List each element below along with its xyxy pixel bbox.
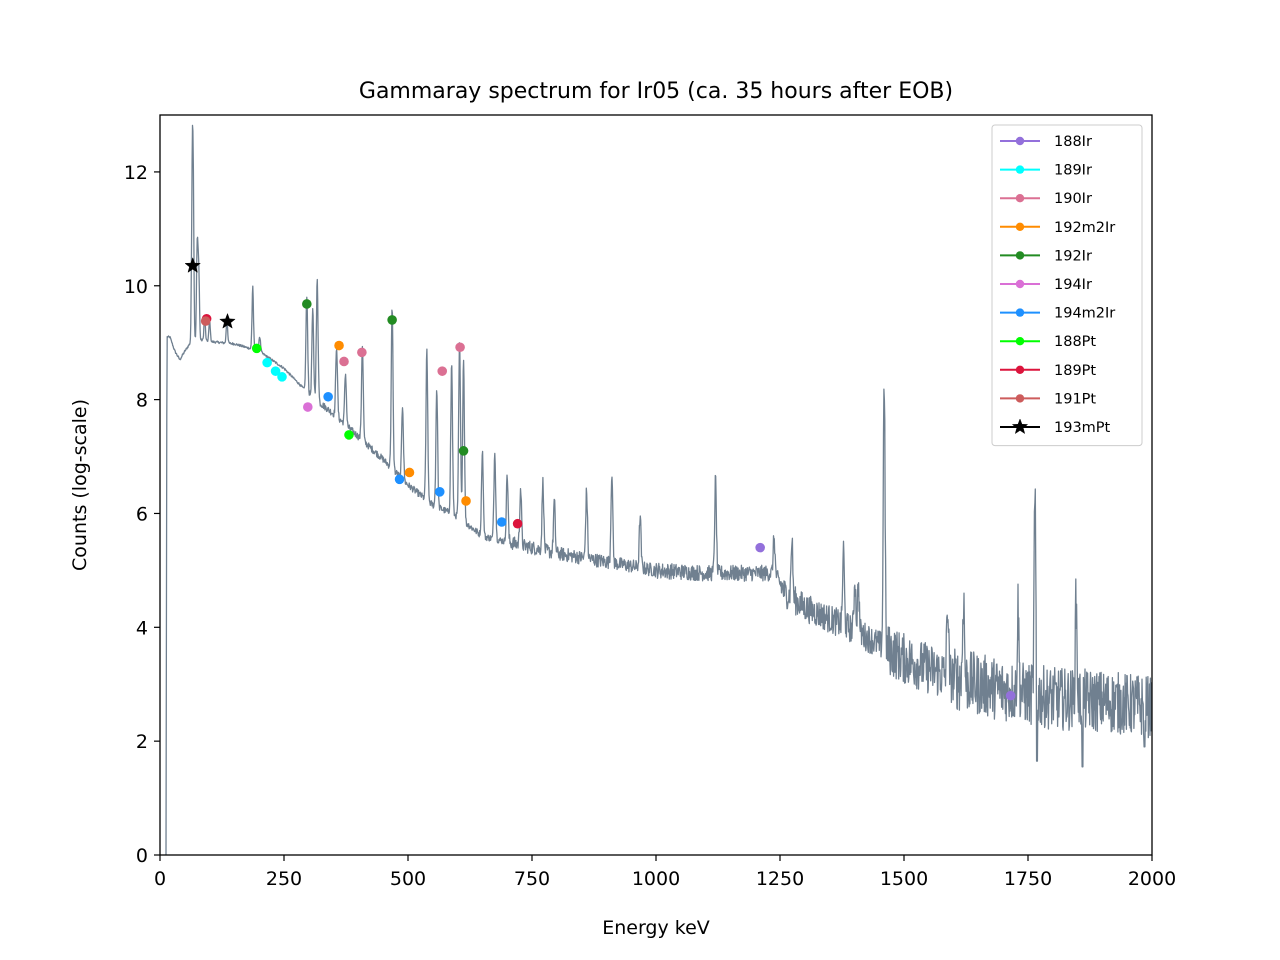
series-191Pt [200, 316, 211, 326]
data-point-192m2Ir [461, 496, 471, 506]
legend-label: 192Ir [1054, 248, 1092, 264]
legend-marker [1015, 365, 1025, 374]
y-tick-label: 12 [124, 162, 148, 184]
legend-box [991, 124, 1143, 447]
series-189Ir [262, 357, 287, 382]
data-point-190Ir [357, 347, 367, 358]
legend-label: 188Pt [1054, 334, 1096, 350]
data-point-194m2Ir [323, 391, 333, 402]
series-192Ir [302, 299, 469, 456]
data-point-193mPt [219, 312, 236, 329]
y-tick-label: 4 [136, 617, 148, 639]
legend-marker [1015, 251, 1025, 260]
series-193mPt [184, 257, 236, 329]
data-point-189Ir [277, 372, 287, 382]
data-point-192m2Ir [334, 340, 344, 351]
x-tick-label: 1000 [632, 868, 680, 890]
data-point-194m2Ir [434, 487, 445, 497]
legend-item-190Ir: 190Ir [1000, 191, 1092, 207]
series-194Ir [303, 402, 313, 412]
series-194m2Ir [323, 391, 507, 527]
spectrum-line [165, 124, 1153, 856]
legend-marker [1015, 165, 1025, 174]
legend-marker [1015, 337, 1025, 346]
x-tick-label: 1500 [880, 868, 928, 890]
data-point-190Ir [455, 342, 465, 353]
data-point-194m2Ir [496, 517, 507, 527]
y-axis: 0 2 4 6 8 10 12 [124, 162, 160, 867]
y-tick-label: 10 [124, 276, 148, 298]
series-188Pt [251, 343, 354, 440]
legend-label: 190Ir [1054, 191, 1092, 207]
data-point-188Ir [755, 542, 765, 553]
data-point-189Pt [512, 518, 523, 529]
data-point-188Pt [251, 343, 262, 354]
legend-marker [1015, 308, 1025, 317]
legend-item-191Pt: 191Pt [1000, 391, 1096, 407]
legend-marker [1015, 279, 1025, 289]
legend-label: 194m2Ir [1054, 306, 1115, 322]
data-point-194m2Ir [394, 474, 405, 485]
data-point-191Pt [200, 316, 211, 326]
x-tick-label: 750 [514, 868, 550, 890]
legend-label: 188Ir [1054, 134, 1092, 150]
x-tick-label: 0 [154, 868, 166, 890]
y-tick-label: 6 [136, 503, 148, 525]
data-point-192m2Ir [404, 467, 415, 478]
legend-item-193mPt: 193mPt [1000, 418, 1111, 436]
x-tick-label: 2000 [1128, 868, 1176, 890]
legend-item-189Pt: 189Pt [1000, 363, 1096, 379]
data-point-190Ir [339, 356, 349, 367]
data-point-188Pt [344, 430, 354, 440]
plot-area [165, 124, 1153, 856]
legend-marker [1015, 222, 1025, 231]
y-tick-label: 8 [136, 390, 148, 412]
data-point-190Ir [437, 366, 448, 376]
data-point-189Ir [262, 357, 272, 368]
legend-item-194Ir: 194Ir [1000, 277, 1092, 293]
legend-item-194m2Ir: 194m2Ir [1000, 306, 1115, 322]
legend: 188Ir 189Ir 190Ir 192m2Ir 192Ir 194Ir 194m2Ir 1… [991, 124, 1143, 447]
legend-label: 192m2Ir [1054, 220, 1115, 236]
y-tick-label: 0 [136, 845, 148, 867]
legend-marker [1015, 136, 1025, 146]
data-point-192Ir [302, 299, 312, 309]
y-axis-label: Counts (log-scale) [69, 399, 91, 571]
data-point-192Ir [458, 446, 469, 456]
legend-marker [1015, 194, 1025, 203]
x-tick-label: 250 [266, 868, 302, 890]
series-192m2Ir [334, 340, 471, 506]
x-tick-label: 1250 [756, 868, 804, 890]
legend-item-188Ir: 188Ir [1000, 134, 1092, 150]
series-188Ir [755, 542, 1016, 701]
x-tick-label: 500 [390, 868, 426, 890]
x-axis: 0 250 500 750 1000 1250 1500 1750 2000 [154, 855, 1176, 890]
data-point-192Ir [387, 315, 397, 325]
legend-item-188Pt: 188Pt [1000, 334, 1096, 350]
y-tick-label: 2 [136, 731, 148, 753]
legend-label: 193mPt [1054, 420, 1111, 436]
data-point-188Ir [1005, 690, 1016, 701]
legend-marker [1011, 418, 1029, 435]
legend-label: 191Pt [1054, 391, 1096, 407]
legend-item-192m2Ir: 192m2Ir [1000, 220, 1115, 236]
legend-item-189Ir: 189Ir [1000, 163, 1092, 179]
legend-label: 189Ir [1054, 163, 1092, 179]
data-point-193mPt [184, 257, 201, 273]
legend-item-192Ir: 192Ir [1000, 248, 1092, 264]
data-point-189Ir [270, 366, 281, 376]
data-point-194Ir [303, 402, 313, 412]
series-190Ir [339, 342, 465, 376]
legend-label: 189Pt [1054, 363, 1096, 379]
legend-marker [1015, 394, 1025, 403]
x-tick-label: 1750 [1004, 868, 1052, 890]
x-axis-label: Energy keV [602, 917, 710, 939]
chart-title: Gammaray spectrum for Ir05 (ca. 35 hours… [359, 79, 953, 104]
legend-label: 194Ir [1054, 277, 1092, 293]
